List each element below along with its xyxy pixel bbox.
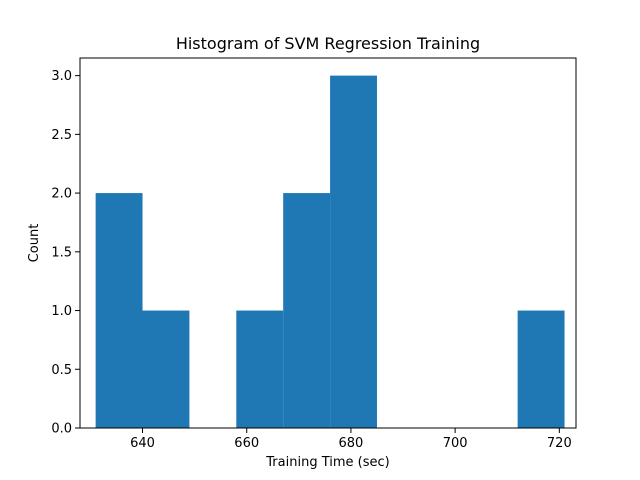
y-tick-label: 2.5: [51, 128, 72, 143]
histogram-bar: [95, 193, 143, 428]
x-tick-label: 700: [443, 436, 468, 451]
y-tick-label: 0.0: [51, 422, 72, 437]
histogram-bar: [142, 310, 190, 428]
x-axis-ticks: 640 660 680 700 720: [130, 428, 572, 451]
histogram-bar: [283, 193, 331, 428]
x-tick-label: 640: [130, 436, 155, 451]
chart-title: Histogram of SVM Regression Training: [176, 34, 480, 53]
plot-frame: [79, 57, 577, 429]
y-tick-label: 1.0: [51, 304, 72, 319]
x-axis-label: Training Time (sec): [265, 455, 389, 470]
y-tick-label: 3.0: [51, 69, 72, 84]
histogram-bar: [236, 310, 284, 428]
y-axis-ticks: 0.0 0.5 1.0 1.5 2.0 2.5 3.0: [51, 69, 80, 437]
x-tick-label: 720: [547, 436, 572, 451]
x-tick-label: 680: [339, 436, 364, 451]
y-tick-label: 2.0: [51, 187, 72, 202]
y-tick-label: 1.5: [51, 245, 72, 260]
bars: [95, 75, 565, 429]
y-axis-label: Count: [27, 224, 42, 263]
x-tick-label: 660: [234, 436, 259, 451]
histogram-bar: [330, 75, 377, 429]
histogram-bar: [517, 310, 565, 428]
y-tick-label: 0.5: [51, 363, 72, 378]
